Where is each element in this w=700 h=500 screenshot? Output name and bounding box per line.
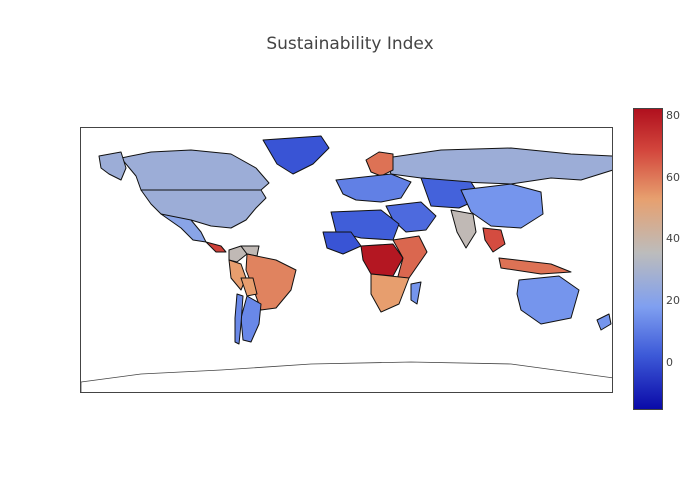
region-antarctica[interactable] [81, 361, 613, 393]
region-indonesia[interactable] [498, 257, 572, 275]
region-united-states[interactable] [140, 189, 267, 229]
region-bolivia[interactable] [240, 277, 258, 297]
region-chile[interactable] [234, 293, 244, 345]
region-southeast-asia[interactable] [482, 227, 506, 253]
colorbar [633, 108, 663, 410]
region-alaska[interactable] [98, 151, 127, 181]
region-australia[interactable] [516, 275, 580, 325]
colorbar-tick-label: 20 [666, 294, 680, 307]
region-scandinavia[interactable] [365, 151, 394, 177]
colorbar-gradient [634, 109, 662, 409]
region-new-zealand[interactable] [596, 313, 612, 331]
region-greenland[interactable] [262, 135, 330, 175]
chart-title: Sustainability Index [266, 34, 434, 54]
region-india[interactable] [450, 209, 477, 249]
region-madagascar[interactable] [410, 281, 422, 305]
region-central-africa[interactable] [360, 243, 404, 277]
region-russia[interactable] [385, 147, 613, 185]
colorbar-tick-label: 0 [666, 356, 673, 369]
region-brazil[interactable] [245, 253, 297, 311]
region-argentina[interactable] [240, 295, 262, 343]
map-plot-area[interactable] [80, 127, 613, 393]
colorbar-tick-label: 60 [666, 171, 680, 184]
region-china[interactable] [460, 183, 544, 229]
world-map [81, 135, 613, 393]
colorbar-tick-label: 80 [666, 109, 680, 122]
region-southern-africa[interactable] [370, 273, 410, 313]
region-colombia[interactable] [228, 245, 248, 263]
region-europe[interactable] [335, 173, 412, 203]
region-west-africa[interactable] [322, 231, 362, 255]
region-central-america[interactable] [205, 241, 227, 253]
region-canada[interactable] [120, 149, 270, 191]
colorbar-tick-label: 40 [666, 232, 680, 245]
